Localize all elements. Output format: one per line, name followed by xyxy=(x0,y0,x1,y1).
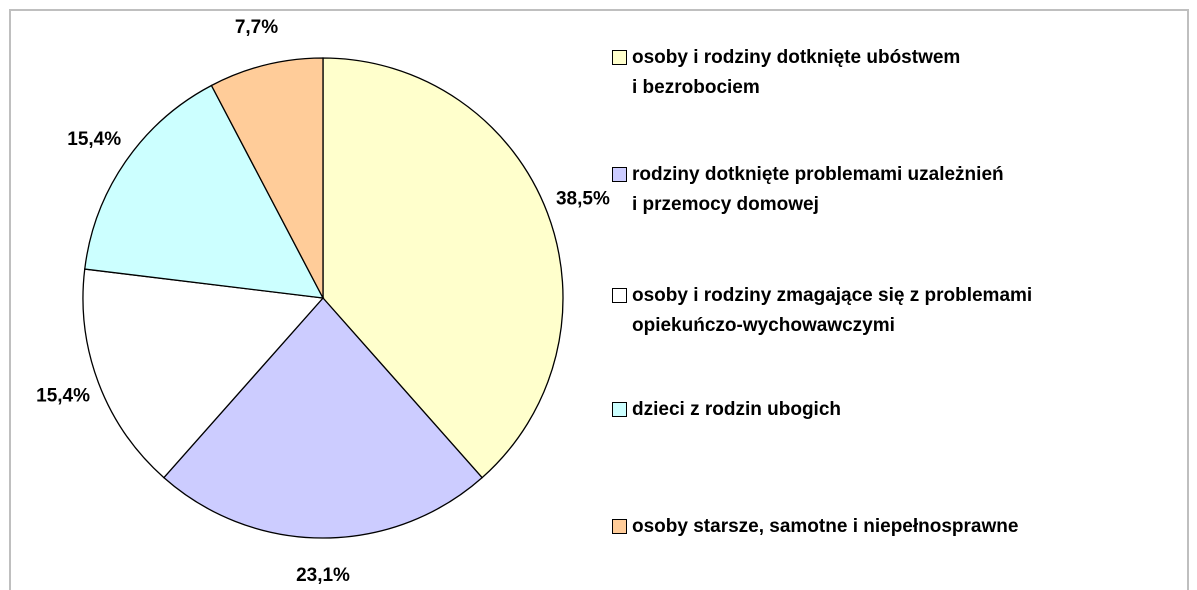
pie-slice xyxy=(322,57,564,479)
legend-item: osoby starsze, samotne i niepełnosprawne xyxy=(612,512,1018,542)
legend-swatch xyxy=(612,50,627,65)
legend-swatch xyxy=(612,519,627,534)
pie-slice xyxy=(84,84,325,299)
legend-item: osoby i rodziny dotknięte ubóstwem i bez… xyxy=(612,43,960,103)
pie-slice xyxy=(82,268,325,479)
chart-frame xyxy=(9,9,1189,590)
data-label: 15,4% xyxy=(36,386,90,407)
legend-label: osoby i rodziny zmagające się z problema… xyxy=(632,285,1033,336)
data-label: 15,4% xyxy=(67,129,121,150)
legend-label: osoby i rodziny dotknięte ubóstwem i bez… xyxy=(632,47,961,98)
data-label: 7,7% xyxy=(235,17,278,38)
legend-swatch xyxy=(612,402,627,417)
legend-label: rodziny dotknięte problemami uzależnień … xyxy=(632,164,1004,215)
data-label: 23,1% xyxy=(296,565,350,586)
pie-slice xyxy=(162,297,484,539)
legend-item: osoby i rodziny zmagające się z problema… xyxy=(612,281,1032,341)
data-label: 38,5% xyxy=(556,188,610,209)
legend-item: dzieci z rodzin ubogich xyxy=(612,395,841,425)
pie-slice xyxy=(210,57,324,299)
legend-swatch xyxy=(612,288,627,303)
legend-swatch xyxy=(612,167,627,182)
legend-label: osoby starsze, samotne i niepełnosprawne xyxy=(632,516,1019,537)
legend-label: dzieci z rodzin ubogich xyxy=(632,399,841,420)
legend-item: rodziny dotknięte problemami uzależnień … xyxy=(612,160,1004,220)
